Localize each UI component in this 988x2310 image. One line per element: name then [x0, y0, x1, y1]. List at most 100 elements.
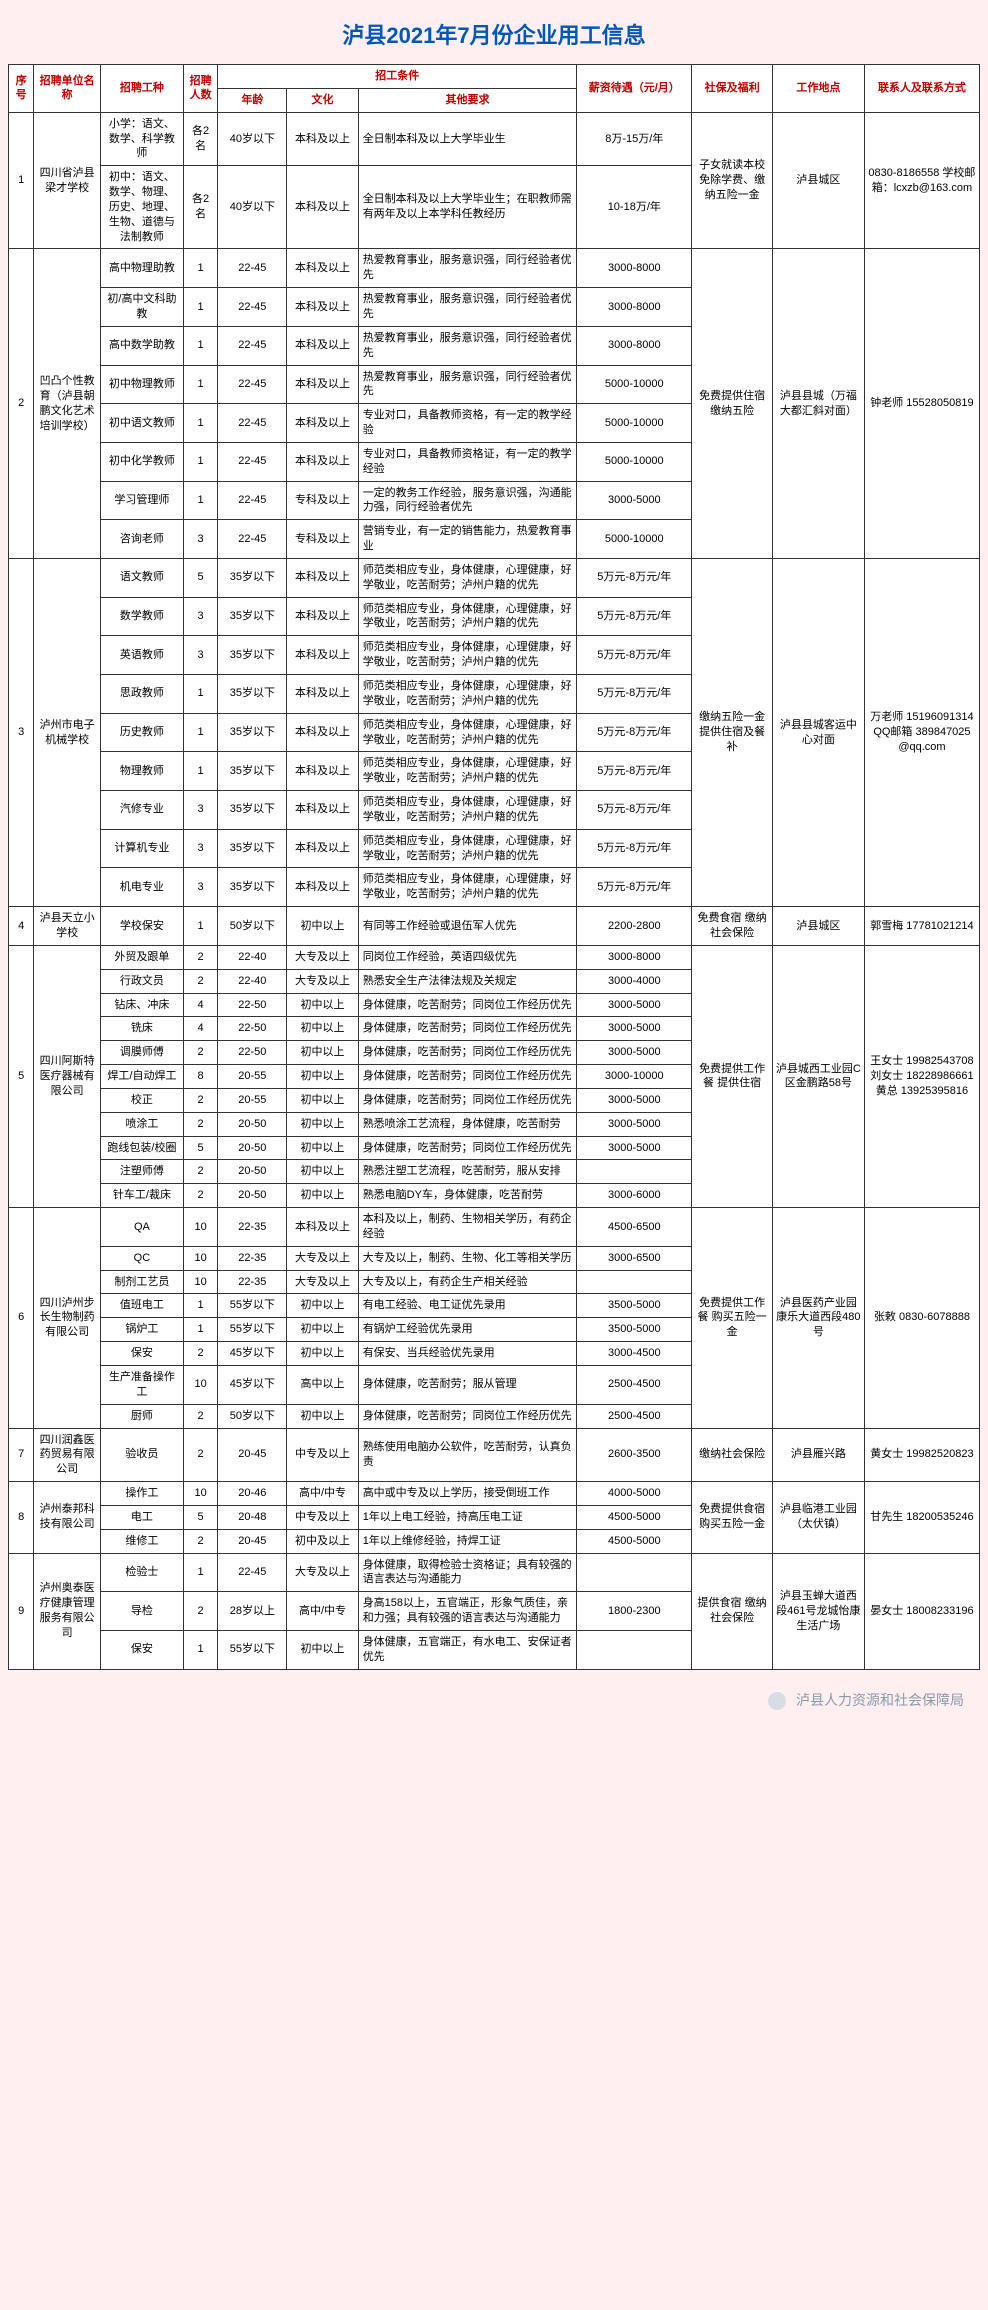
cell-job: 针车工/裁床	[101, 1184, 184, 1208]
cell-age: 22-50	[218, 1041, 287, 1065]
cell-company: 泸州奥泰医疗健康管理服务有限公司	[34, 1553, 101, 1669]
cell-count: 1	[183, 907, 218, 946]
cell-edu: 本科及以上	[287, 868, 358, 907]
cell-age: 35岁以下	[218, 791, 287, 830]
cell-edu: 本科及以上	[287, 752, 358, 791]
cell-other: 有同等工作经验或退伍军人优先	[358, 907, 577, 946]
cell-other: 一定的教务工作经验，服务意识强，沟通能力强，同行经验者优先	[358, 481, 577, 520]
cell-job: 调膜师傅	[101, 1041, 184, 1065]
cell-salary	[577, 1553, 692, 1592]
cell-edu: 初中以上	[287, 907, 358, 946]
cell-count: 2	[183, 1112, 218, 1136]
cell-count: 1	[183, 1294, 218, 1318]
cell-salary: 5000-10000	[577, 520, 692, 559]
cell-other: 身体健康，吃苦耐劳；同岗位工作经历优先	[358, 1404, 577, 1428]
cell-salary: 2500-4500	[577, 1366, 692, 1405]
cell-edu: 初中以上	[287, 1017, 358, 1041]
cell-job: 机电专业	[101, 868, 184, 907]
cell-job: 初中：语文、数学、物理、历史、地理、生物、道德与法制教师	[101, 166, 184, 249]
cell-job: 初中语文教师	[101, 404, 184, 443]
cell-salary: 5万元-8万元/年	[577, 791, 692, 830]
recruitment-table: 序号 招聘单位名称 招聘工种 招聘人数 招工条件 薪资待遇（元/月） 社保及福利…	[8, 64, 980, 1670]
cell-job: 初中物理教师	[101, 365, 184, 404]
cell-contact: 郭雪梅 17781021214	[864, 907, 979, 946]
cell-count: 4	[183, 993, 218, 1017]
cell-count: 1	[183, 675, 218, 714]
cell-company: 泸县天立小学校	[34, 907, 101, 946]
cell-edu: 初中以上	[287, 1318, 358, 1342]
cell-count: 10	[183, 1270, 218, 1294]
cell-job: 英语教师	[101, 636, 184, 675]
cell-other: 师范类相应专业，身体健康，心理健康，好学敬业，吃苦耐劳；泸州户籍的优先	[358, 829, 577, 868]
th-welfare: 社保及福利	[692, 65, 773, 113]
cell-salary: 3500-5000	[577, 1318, 692, 1342]
cell-other: 身体健康，吃苦耐劳；同岗位工作经历优先	[358, 1065, 577, 1089]
cell-age: 20-45	[218, 1428, 287, 1482]
cell-count: 1	[183, 713, 218, 752]
cell-count: 1	[183, 249, 218, 288]
cell-salary: 3000-5000	[577, 1088, 692, 1112]
cell-edu: 初中以上	[287, 1342, 358, 1366]
cell-count: 4	[183, 1017, 218, 1041]
cell-other: 师范类相应专业，身体健康，心理健康，好学敬业，吃苦耐劳；泸州户籍的优先	[358, 713, 577, 752]
cell-age: 22-45	[218, 288, 287, 327]
cell-count: 5	[183, 558, 218, 597]
cell-job: 咨询老师	[101, 520, 184, 559]
cell-count: 1	[183, 442, 218, 481]
cell-age: 55岁以下	[218, 1630, 287, 1669]
cell-welfare: 缴纳社会保险	[692, 1428, 773, 1482]
cell-welfare: 免费食宿 缴纳社会保险	[692, 907, 773, 946]
cell-other: 1年以上维修经验，持焊工证	[358, 1529, 577, 1553]
cell-job: 历史教师	[101, 713, 184, 752]
cell-count: 3	[183, 520, 218, 559]
table-body: 1四川省泸县梁才学校小学：语文、数学、科学教师各2名40岁以下本科及以上全日制本…	[9, 112, 980, 1669]
cell-job: 外贸及跟单	[101, 945, 184, 969]
cell-job: 保安	[101, 1342, 184, 1366]
cell-other: 营销专业，有一定的销售能力，热爱教育事业	[358, 520, 577, 559]
cell-salary: 3000-5000	[577, 1112, 692, 1136]
cell-location: 泸县城区	[772, 907, 864, 946]
cell-welfare: 免费提供工作餐 提供住宿	[692, 945, 773, 1207]
cell-other: 身体健康，吃苦耐劳；同岗位工作经历优先	[358, 993, 577, 1017]
cell-count: 3	[183, 829, 218, 868]
cell-job: 检验士	[101, 1553, 184, 1592]
cell-job: 汽修专业	[101, 791, 184, 830]
cell-job: 操作工	[101, 1482, 184, 1506]
cell-age: 22-45	[218, 249, 287, 288]
cell-edu: 高中/中专	[287, 1482, 358, 1506]
cell-location: 泸县县城（万福大都汇斜对面）	[772, 249, 864, 559]
cell-other: 熟悉电脑DY车，身体健康，吃苦耐劳	[358, 1184, 577, 1208]
cell-age: 45岁以下	[218, 1366, 287, 1405]
cell-count: 10	[183, 1482, 218, 1506]
cell-edu: 专科及以上	[287, 520, 358, 559]
th-seq: 序号	[9, 65, 34, 113]
cell-job: 焊工/自动焊工	[101, 1065, 184, 1089]
cell-edu: 本科及以上	[287, 1208, 358, 1247]
cell-edu: 初中以上	[287, 1065, 358, 1089]
cell-salary	[577, 1630, 692, 1669]
cell-age: 28岁以上	[218, 1592, 287, 1631]
cell-job: 小学：语文、数学、科学教师	[101, 112, 184, 166]
cell-count: 2	[183, 1088, 218, 1112]
cell-age: 22-35	[218, 1246, 287, 1270]
cell-edu: 本科及以上	[287, 597, 358, 636]
cell-edu: 初中以上	[287, 993, 358, 1017]
cell-company: 四川泸州步长生物制药有限公司	[34, 1208, 101, 1428]
table-row: 7四川润鑫医药贸易有限公司验收员220-45中专及以上熟练使用电脑办公软件，吃苦…	[9, 1428, 980, 1482]
th-contact: 联系人及联系方式	[864, 65, 979, 113]
page-title: 泸县2021年7月份企业用工信息	[8, 8, 980, 64]
table-row: 5四川阿斯特医疗器械有限公司外贸及跟单222-40大专及以上同岗位工作经验，英语…	[9, 945, 980, 969]
cell-other: 熟悉注塑工艺流程，吃苦耐劳，服从安排	[358, 1160, 577, 1184]
cell-salary: 3000-4500	[577, 1342, 692, 1366]
cell-age: 50岁以下	[218, 1404, 287, 1428]
cell-salary: 5万元-8万元/年	[577, 558, 692, 597]
cell-other: 热爱教育事业，服务意识强，同行经验者优先	[358, 249, 577, 288]
cell-count: 10	[183, 1366, 218, 1405]
cell-seq: 7	[9, 1428, 34, 1482]
cell-salary: 3500-5000	[577, 1294, 692, 1318]
cell-edu: 初中以上	[287, 1404, 358, 1428]
cell-age: 20-55	[218, 1065, 287, 1089]
cell-company: 泸州泰邦科技有限公司	[34, 1482, 101, 1554]
cell-job: 思政教师	[101, 675, 184, 714]
cell-seq: 5	[9, 945, 34, 1207]
